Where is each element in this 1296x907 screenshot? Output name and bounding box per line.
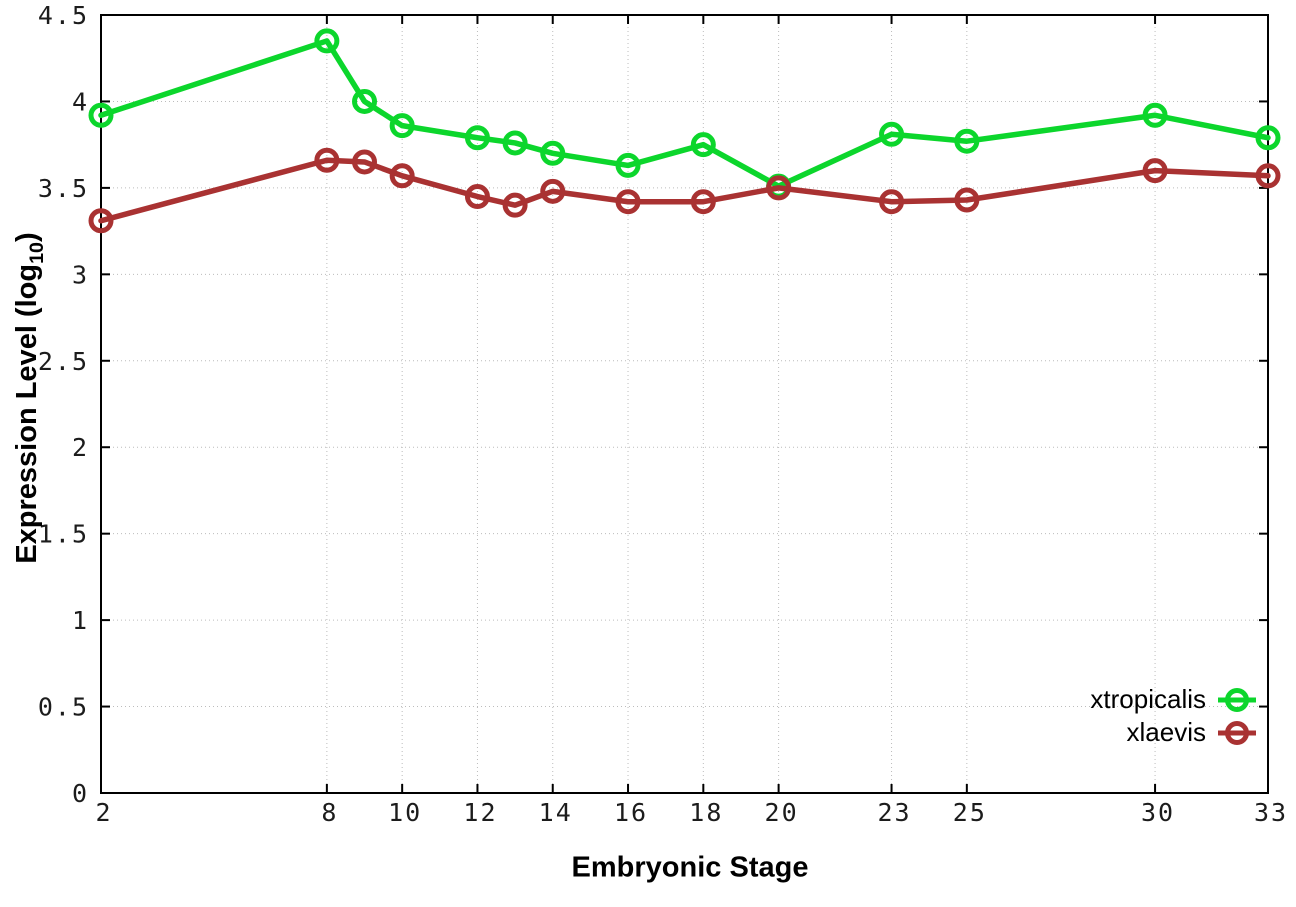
- x-tick-label-16: 16: [614, 798, 648, 827]
- y-tick-label-2: 2: [72, 433, 89, 462]
- y-tick-label-3: 3: [72, 260, 89, 289]
- data-point-xtropicalis-25: [954, 128, 980, 154]
- y-axis-title: Expression Level (log10): [11, 232, 49, 563]
- data-point-xtropicalis-23: [879, 121, 905, 147]
- x-tick-label-23: 23: [877, 798, 911, 827]
- x-tick-label-20: 20: [765, 798, 799, 827]
- data-point-xtropicalis-12: [464, 125, 490, 151]
- x-tick-label-12: 12: [463, 798, 497, 827]
- data-point-xtropicalis-16: [615, 152, 641, 178]
- y-tick-label-0: 0: [72, 779, 89, 808]
- x-tick-label-30: 30: [1141, 798, 1175, 827]
- data-point-xlaevis-23: [879, 189, 905, 215]
- y-axis-title-main: Expression Level (log: [11, 263, 44, 564]
- data-point-xtropicalis-33: [1255, 125, 1281, 151]
- legend-swatch-xtropicalis: [1218, 687, 1256, 713]
- y-tick-label-1: 1: [72, 606, 89, 635]
- x-tick-label-14: 14: [539, 798, 573, 827]
- x-tick-label-8: 8: [321, 798, 338, 827]
- y-tick-label-3.5: 3.5: [38, 174, 89, 203]
- data-point-xlaevis-25: [954, 187, 980, 213]
- data-point-xlaevis-20: [766, 175, 792, 201]
- x-axis-title: Embryonic Stage: [571, 851, 809, 884]
- y-axis-title-end: ): [11, 232, 44, 242]
- x-tick-label-10: 10: [388, 798, 422, 827]
- x-tick-label-33: 33: [1254, 798, 1288, 827]
- data-point-xlaevis-10: [389, 163, 415, 189]
- legend-swatch-xlaevis: [1218, 720, 1256, 746]
- y-tick-label-4.5: 4.5: [38, 1, 89, 30]
- data-point-xlaevis-8: [314, 147, 340, 173]
- data-point-xtropicalis-13: [502, 130, 528, 156]
- data-point-xlaevis-12: [464, 184, 490, 210]
- data-point-xlaevis-18: [690, 189, 716, 215]
- legend-row-xlaevis: xlaevis: [1090, 716, 1256, 749]
- y-tick-label-0.5: 0.5: [38, 693, 89, 722]
- data-point-xtropicalis-2: [88, 102, 114, 128]
- data-point-xlaevis-9: [352, 149, 378, 175]
- y-tick-label-2.5: 2.5: [38, 347, 89, 376]
- data-point-xlaevis-33: [1255, 163, 1281, 189]
- data-point-xtropicalis-18: [690, 132, 716, 158]
- x-tick-label-18: 18: [689, 798, 723, 827]
- series-line-xtropicalis: [98, 38, 1271, 189]
- x-tick-label-2: 2: [95, 798, 112, 827]
- plot-border: [100, 14, 1269, 794]
- legend-label-xtropicalis: xtropicalis: [1090, 684, 1206, 714]
- y-tick-label-4: 4: [72, 87, 89, 116]
- data-point-xtropicalis-9: [352, 88, 378, 114]
- data-point-xlaevis-30: [1142, 158, 1168, 184]
- legend-row-xtropicalis: xtropicalis: [1090, 683, 1256, 716]
- legend-circle-marker-icon: [1225, 687, 1249, 712]
- x-tick-label-25: 25: [953, 798, 987, 827]
- data-point-xtropicalis-10: [389, 113, 415, 139]
- data-point-xlaevis-13: [502, 192, 528, 218]
- data-point-xlaevis-14: [540, 178, 566, 204]
- data-point-xlaevis-2: [88, 208, 114, 234]
- y-axis-title-sub: 10: [25, 241, 48, 264]
- series-line-xlaevis: [98, 157, 1271, 224]
- legend-label-xlaevis: xlaevis: [1126, 717, 1206, 747]
- data-point-xtropicalis-8: [314, 28, 340, 54]
- data-point-xtropicalis-30: [1142, 102, 1168, 128]
- legend-circle-marker-icon: [1225, 720, 1249, 745]
- y-tick-label-1.5: 1.5: [38, 520, 89, 549]
- data-point-xlaevis-16: [615, 189, 641, 215]
- data-point-xtropicalis-14: [540, 140, 566, 166]
- legend: xtropicalis xlaevis: [1090, 683, 1256, 749]
